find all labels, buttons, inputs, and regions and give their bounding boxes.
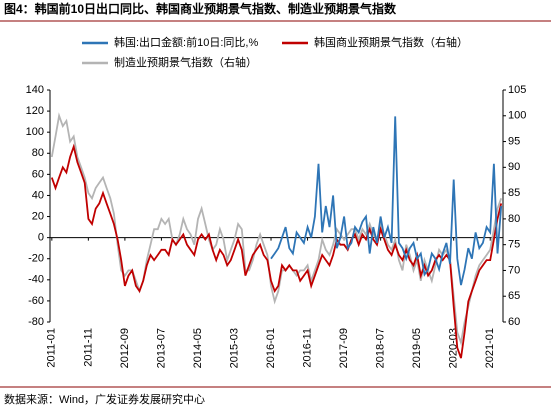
y2-tick-label: 105	[508, 84, 526, 96]
y-tick-label: -60	[28, 295, 44, 307]
legend-label: 韩国商业预期景气指数（右轴）	[314, 35, 468, 49]
source: 数据来源：Wind，广发证券发展研究中心	[4, 392, 205, 406]
legend-label: 制造业预期景气指数（右轴）	[114, 55, 257, 69]
x-tick-label: 2011-11	[82, 328, 94, 367]
y-tick-label: -80	[28, 316, 44, 328]
x-tick-label: 2018-07	[375, 328, 387, 368]
y-tick-label: 0	[38, 232, 44, 244]
y2-tick-label: 90	[508, 161, 520, 173]
series-line	[50, 112, 503, 347]
y-tick-label: -40	[28, 274, 44, 286]
legend-label: 韩国:出口金额:前10日:同比,%	[114, 35, 258, 49]
y2-tick-label: 75	[508, 239, 520, 251]
y-tick-label: 120	[26, 105, 44, 117]
x-tick-label: 2015-03	[228, 328, 240, 368]
y2-tick-label: 60	[508, 316, 520, 328]
series-line	[270, 116, 503, 286]
y2-tick-label: 85	[508, 187, 520, 199]
x-tick-label: 2021-01	[484, 328, 496, 368]
y-tick-label: 20	[32, 210, 44, 222]
x-tick-label: 2011-01	[46, 328, 58, 368]
x-tick-label: 2013-07	[155, 328, 167, 368]
y2-tick-label: 100	[508, 110, 526, 122]
x-tick-label: 2019-05	[411, 328, 423, 368]
y2-tick-label: 65	[508, 290, 520, 302]
y2-tick-label: 70	[508, 264, 520, 276]
y-tick-label: 60	[32, 168, 44, 180]
chart-title: 图4：韩国前10日出口同比、韩国商业预期景气指数、制造业预期景气指数	[4, 1, 397, 16]
x-tick-label: 2012-09	[119, 328, 131, 368]
x-tick-label: 2016-11	[301, 328, 313, 368]
x-tick-label: 2017-09	[338, 328, 350, 368]
x-tick-label: 2014-05	[192, 328, 204, 368]
y2-tick-label: 95	[508, 135, 520, 147]
y2-tick-label: 80	[508, 213, 520, 225]
y-tick-label: 40	[32, 189, 44, 201]
y-tick-label: 80	[32, 147, 44, 159]
x-tick-label: 2016-01	[265, 328, 277, 368]
y-tick-label: -20	[28, 253, 44, 265]
y-tick-label: 100	[26, 126, 44, 138]
y-tick-label: 140	[26, 84, 44, 96]
